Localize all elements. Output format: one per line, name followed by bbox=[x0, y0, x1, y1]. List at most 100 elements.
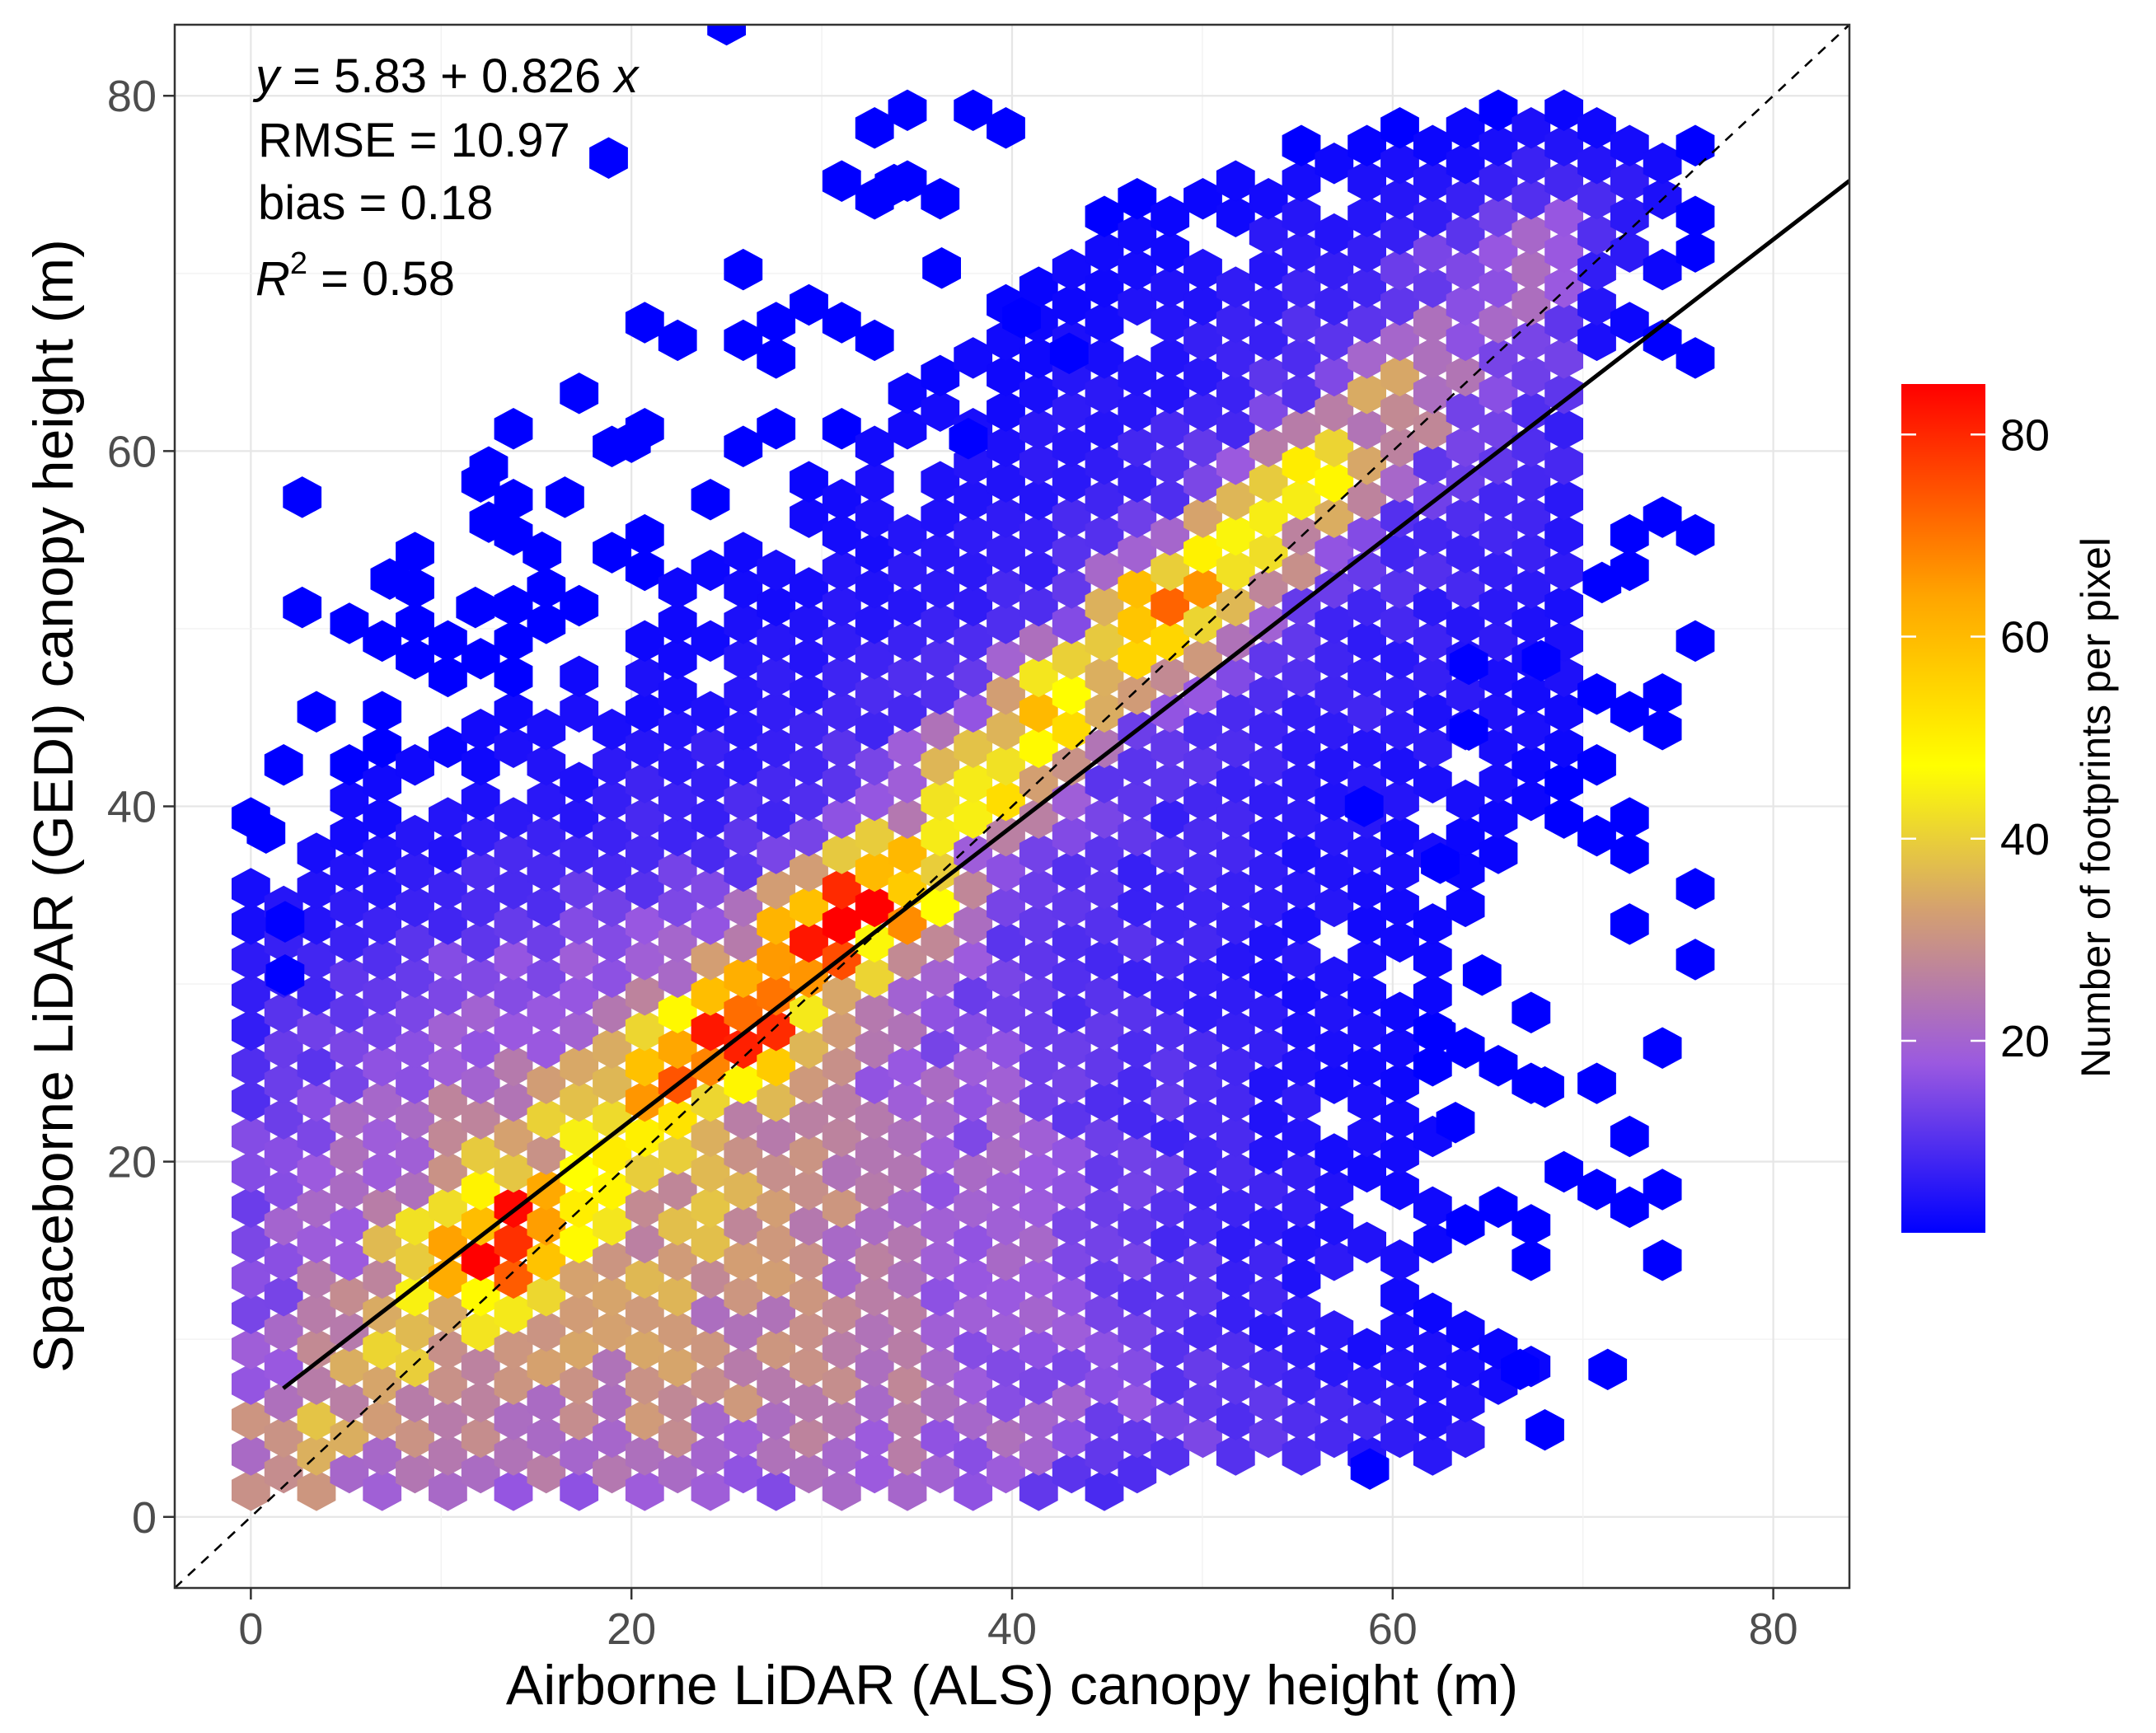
r-squared-r: R bbox=[255, 252, 290, 306]
hex-bin-outlier bbox=[546, 476, 584, 518]
hex-bin-outlier bbox=[1526, 1408, 1564, 1451]
hex-bin bbox=[1676, 868, 1715, 910]
hex-bin-outlier bbox=[283, 476, 322, 518]
x-tick-label: 40 bbox=[987, 1604, 1037, 1654]
bias-label: bias = 0.18 bbox=[258, 176, 493, 230]
regression-line bbox=[282, 179, 1849, 1390]
hex-bin bbox=[757, 302, 796, 344]
hex-bin bbox=[1610, 513, 1649, 556]
hex-bin-outlier bbox=[265, 901, 305, 943]
hex-bin bbox=[855, 319, 894, 362]
legend-ticks: 20 40 60 80 bbox=[1901, 410, 2050, 1066]
hex-bin-outlier bbox=[370, 558, 410, 600]
hex-bin-outlier bbox=[1344, 785, 1384, 827]
hex-bin-outlier bbox=[1002, 297, 1041, 339]
legend-title: Number of footprints per pixel bbox=[2073, 537, 2119, 1078]
hex-bin bbox=[921, 354, 960, 397]
hex-bin bbox=[560, 655, 599, 698]
hex-bin bbox=[264, 743, 303, 786]
y-axis-title: Spaceborne LiDAR (GEDI) canopy height (m… bbox=[22, 239, 85, 1373]
y-tick-label: 0 bbox=[132, 1493, 157, 1543]
stats-annotation: y = 5.83 + 0.826 x RMSE = 10.97 bias = 0… bbox=[252, 49, 640, 306]
hex-bin bbox=[1676, 939, 1715, 981]
hex-bin bbox=[1610, 1115, 1649, 1158]
legend-tick-label: 60 bbox=[2000, 613, 2050, 663]
equation-label: y = 5.83 + 0.826 x bbox=[252, 49, 640, 103]
hex-bin bbox=[1413, 903, 1452, 945]
hex-bin bbox=[1676, 620, 1715, 663]
hex-bin-outlier bbox=[1049, 332, 1089, 375]
hex-bin-outlier bbox=[1350, 1448, 1390, 1490]
hex-bin bbox=[691, 478, 730, 521]
legend-colorbar bbox=[1901, 384, 1985, 1233]
hex-bin-outlier bbox=[874, 163, 914, 206]
hex-bin bbox=[527, 709, 566, 751]
hex-bin-outlier bbox=[589, 137, 628, 179]
r-squared-label: R2 = 0.58 bbox=[255, 246, 455, 306]
hex-bin-outlier bbox=[1588, 1348, 1628, 1391]
hex-bin bbox=[1512, 991, 1551, 1034]
equation-x: x bbox=[612, 49, 640, 103]
hex-bin bbox=[724, 248, 763, 291]
r-squared-value: = 0.58 bbox=[307, 252, 455, 306]
hex-bin-outlier bbox=[265, 954, 305, 996]
x-tick-label: 60 bbox=[1368, 1604, 1418, 1654]
hex-bin-outlier bbox=[1521, 639, 1561, 681]
hex-bin-outlier bbox=[922, 247, 961, 289]
hex-bin-outlier bbox=[283, 586, 322, 629]
hex-bin bbox=[1676, 195, 1715, 237]
legend-tick-label: 20 bbox=[2000, 1017, 2050, 1066]
hex-bin-outlier bbox=[1436, 1101, 1475, 1144]
hex-bin bbox=[1643, 1169, 1682, 1211]
x-tick-label: 0 bbox=[238, 1604, 263, 1654]
hex-bin bbox=[855, 107, 894, 149]
hex-bin bbox=[297, 691, 336, 733]
x-tick-label: 80 bbox=[1749, 1604, 1798, 1654]
hex-bin-outlier bbox=[1421, 842, 1460, 884]
r-squared-exponent: 2 bbox=[290, 246, 307, 281]
y-tick-label: 80 bbox=[107, 72, 157, 121]
hex-bin bbox=[1610, 797, 1649, 839]
hex-bin bbox=[1151, 195, 1190, 237]
hex-bin bbox=[396, 743, 434, 786]
hex-bin bbox=[658, 567, 697, 609]
hex-bin-outlier bbox=[1449, 709, 1488, 752]
hex-bin bbox=[1610, 903, 1649, 945]
legend-tick-label: 80 bbox=[2000, 410, 2050, 460]
rmse-label: RMSE = 10.97 bbox=[258, 114, 570, 167]
hex-bin-outlier bbox=[246, 812, 286, 855]
hex-bin bbox=[1643, 1027, 1682, 1069]
hex-bin-outlier bbox=[707, 25, 746, 46]
hex-bin-outlier bbox=[1501, 1348, 1540, 1391]
hex-bin bbox=[494, 408, 533, 450]
hex-bin-outlier bbox=[949, 418, 988, 460]
hex-bin bbox=[560, 372, 599, 415]
hex-bin bbox=[1643, 248, 1682, 291]
hex-bin bbox=[724, 425, 763, 468]
hex-bin bbox=[658, 319, 697, 362]
hex-bin-outlier bbox=[1417, 1013, 1456, 1055]
hex-bin bbox=[1577, 1062, 1616, 1104]
hex-bin bbox=[1643, 673, 1682, 715]
identity-line bbox=[175, 25, 1849, 1588]
hexbin-cells bbox=[231, 25, 1715, 1511]
hex-bin-outlier bbox=[469, 446, 509, 489]
hex-bin bbox=[1676, 124, 1715, 167]
hex-bin bbox=[757, 408, 796, 450]
hex-bin bbox=[1446, 1204, 1485, 1246]
hex-bin-outlier bbox=[456, 586, 495, 629]
x-axis-title: Airborne LiDAR (ALS) canopy height (m) bbox=[506, 1654, 1518, 1717]
hex-bin bbox=[1577, 743, 1616, 786]
hex-bin bbox=[921, 177, 960, 220]
equation-coefficients: = 5.83 + 0.826 bbox=[279, 49, 614, 103]
hex-bin bbox=[363, 691, 402, 733]
x-axis-ticks: 0 20 40 60 80 bbox=[238, 1588, 1798, 1654]
y-tick-label: 20 bbox=[107, 1138, 157, 1187]
hex-bin bbox=[1643, 143, 1682, 185]
x-tick-label: 20 bbox=[607, 1604, 656, 1654]
legend-tick-label: 40 bbox=[2000, 815, 2050, 864]
hex-bin bbox=[560, 584, 599, 627]
hex-bin bbox=[1380, 1239, 1419, 1281]
hex-bin bbox=[1512, 1204, 1551, 1246]
